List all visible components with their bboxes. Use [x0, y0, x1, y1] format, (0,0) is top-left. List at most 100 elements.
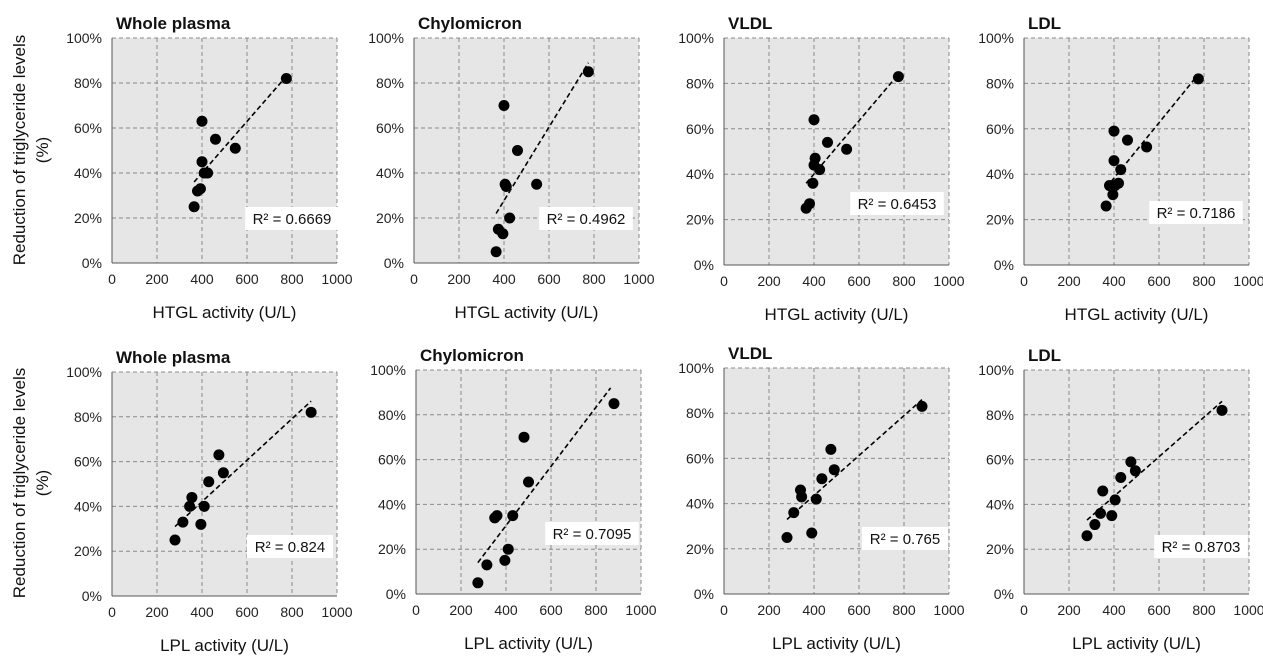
x-tick-label: 800 — [1192, 273, 1216, 289]
y-axis-label-line2: (%) — [33, 470, 52, 496]
x-tick-label: 600 — [539, 602, 563, 618]
x-tick-label: 0 — [720, 273, 728, 289]
y-tick-label: 100% — [66, 364, 102, 380]
x-tick-label: 1000 — [321, 271, 352, 287]
x-axis-label: LPL activity (U/L) — [160, 636, 289, 655]
y-tick-label: 20% — [74, 210, 102, 226]
x-tick-label: 400 — [494, 602, 518, 618]
x-tick-label: 0 — [412, 602, 420, 618]
x-axis-label: LPL activity (U/L) — [464, 634, 593, 653]
data-point — [481, 559, 493, 571]
y-tick-label: 80% — [74, 409, 102, 425]
y-tick-label: 100% — [678, 30, 714, 46]
r2-label: R² = 0.6669 — [253, 211, 332, 228]
y-tick-label: 40% — [986, 496, 1014, 512]
data-point — [523, 476, 534, 488]
y-tick-label: 80% — [986, 407, 1014, 423]
data-point — [809, 152, 821, 164]
x-tick-label: 0 — [410, 271, 418, 287]
y-tick-label: 100% — [368, 30, 404, 46]
data-point — [184, 500, 196, 512]
data-point — [807, 177, 819, 189]
r2-label-box — [862, 527, 948, 550]
x-tick-label: 0 — [1020, 273, 1028, 289]
x-tick-label: 600 — [1147, 602, 1171, 618]
trendline — [1086, 400, 1223, 521]
x-tick-label: 200 — [757, 602, 781, 618]
x-axis-label: HTGL activity (U/L) — [153, 303, 297, 322]
data-point — [1113, 177, 1124, 189]
y-tick-label: 60% — [74, 454, 102, 470]
y-tick-label: 60% — [376, 120, 404, 136]
chart-panel: 0 200 400 600 800 1000 0% 20% 40% 60% 80% 100% VLDL L… — [678, 344, 965, 653]
data-point — [502, 543, 514, 555]
x-tick-label: 200 — [145, 604, 169, 620]
x-tick-label: 800 — [584, 602, 608, 618]
plot-area — [724, 38, 949, 265]
y-tick-label: 20% — [986, 212, 1014, 228]
data-point — [816, 473, 828, 485]
y-tick-label: 80% — [378, 407, 406, 423]
data-point — [203, 476, 215, 488]
x-axis-label: HTGL activity (U/L) — [1065, 305, 1209, 324]
x-tick-label: 800 — [892, 602, 916, 618]
y-tick-label: 60% — [686, 121, 714, 137]
data-point — [497, 228, 509, 240]
data-point — [169, 534, 181, 546]
data-point — [1107, 189, 1119, 201]
data-point — [1095, 507, 1106, 519]
chart-panel: 0 200 400 600 800 1000 0% 20% 40% 60% 80% 100% LDL LP… — [978, 346, 1263, 653]
x-tick-label: 800 — [1192, 602, 1216, 618]
y-tick-label: 100% — [678, 360, 714, 376]
data-point — [1125, 456, 1137, 468]
x-tick-label: 0 — [720, 602, 728, 618]
x-axis-label: HTGL activity (U/L) — [765, 305, 909, 324]
x-tick-label: 200 — [145, 271, 169, 287]
y-tick-label: 40% — [686, 166, 714, 182]
data-point — [504, 212, 516, 224]
x-tick-label: 1000 — [933, 273, 964, 289]
data-point — [822, 136, 833, 148]
x-tick-label: 800 — [280, 271, 304, 287]
y-tick-label: 40% — [376, 165, 404, 181]
y-tick-label: 80% — [686, 405, 714, 421]
plot-area — [1024, 370, 1249, 594]
data-point — [202, 167, 214, 179]
x-tick-label: 800 — [280, 604, 304, 620]
y-tick-label: 20% — [376, 210, 404, 226]
r2-label: R² = 0.6453 — [858, 196, 937, 213]
r2-label-box — [545, 522, 639, 545]
y-axis-label-line1: Reduction of triglyceride levels — [10, 35, 29, 266]
data-point — [499, 554, 511, 566]
data-point — [1115, 164, 1127, 176]
y-tick-label: 0% — [694, 257, 714, 273]
x-axis-label: HTGL activity (U/L) — [455, 303, 599, 322]
data-point — [1109, 494, 1121, 506]
y-tick-label: 20% — [686, 541, 714, 557]
data-point — [1122, 134, 1133, 146]
r2-label-box — [1154, 535, 1248, 558]
data-point — [531, 178, 543, 190]
y-axis-label-line2: (%) — [33, 137, 52, 163]
data-point — [796, 491, 808, 503]
y-tick-label: 40% — [986, 166, 1014, 182]
y-tick-label: 60% — [986, 452, 1014, 468]
r2-label-box — [539, 207, 633, 230]
y-tick-label: 60% — [378, 452, 406, 468]
x-tick-label: 400 — [1102, 273, 1126, 289]
y-tick-label: 80% — [74, 75, 102, 91]
y-tick-label: 100% — [66, 30, 102, 46]
x-tick-label: 400 — [802, 602, 826, 618]
y-tick-label: 20% — [378, 541, 406, 557]
x-tick-label: 800 — [892, 273, 916, 289]
y-tick-label: 20% — [74, 543, 102, 559]
x-tick-label: 400 — [190, 604, 214, 620]
data-point — [828, 464, 840, 476]
y-tick-label: 40% — [74, 165, 102, 181]
chart-title: Whole plasma — [116, 14, 231, 33]
chart-panel: 0 200 400 600 800 1000 0% 20% 40% 60% 80% 100% Chylo… — [370, 346, 657, 653]
data-point — [804, 198, 815, 210]
data-point — [1115, 472, 1127, 484]
x-tick-label: 200 — [1057, 602, 1081, 618]
data-point — [916, 400, 928, 412]
